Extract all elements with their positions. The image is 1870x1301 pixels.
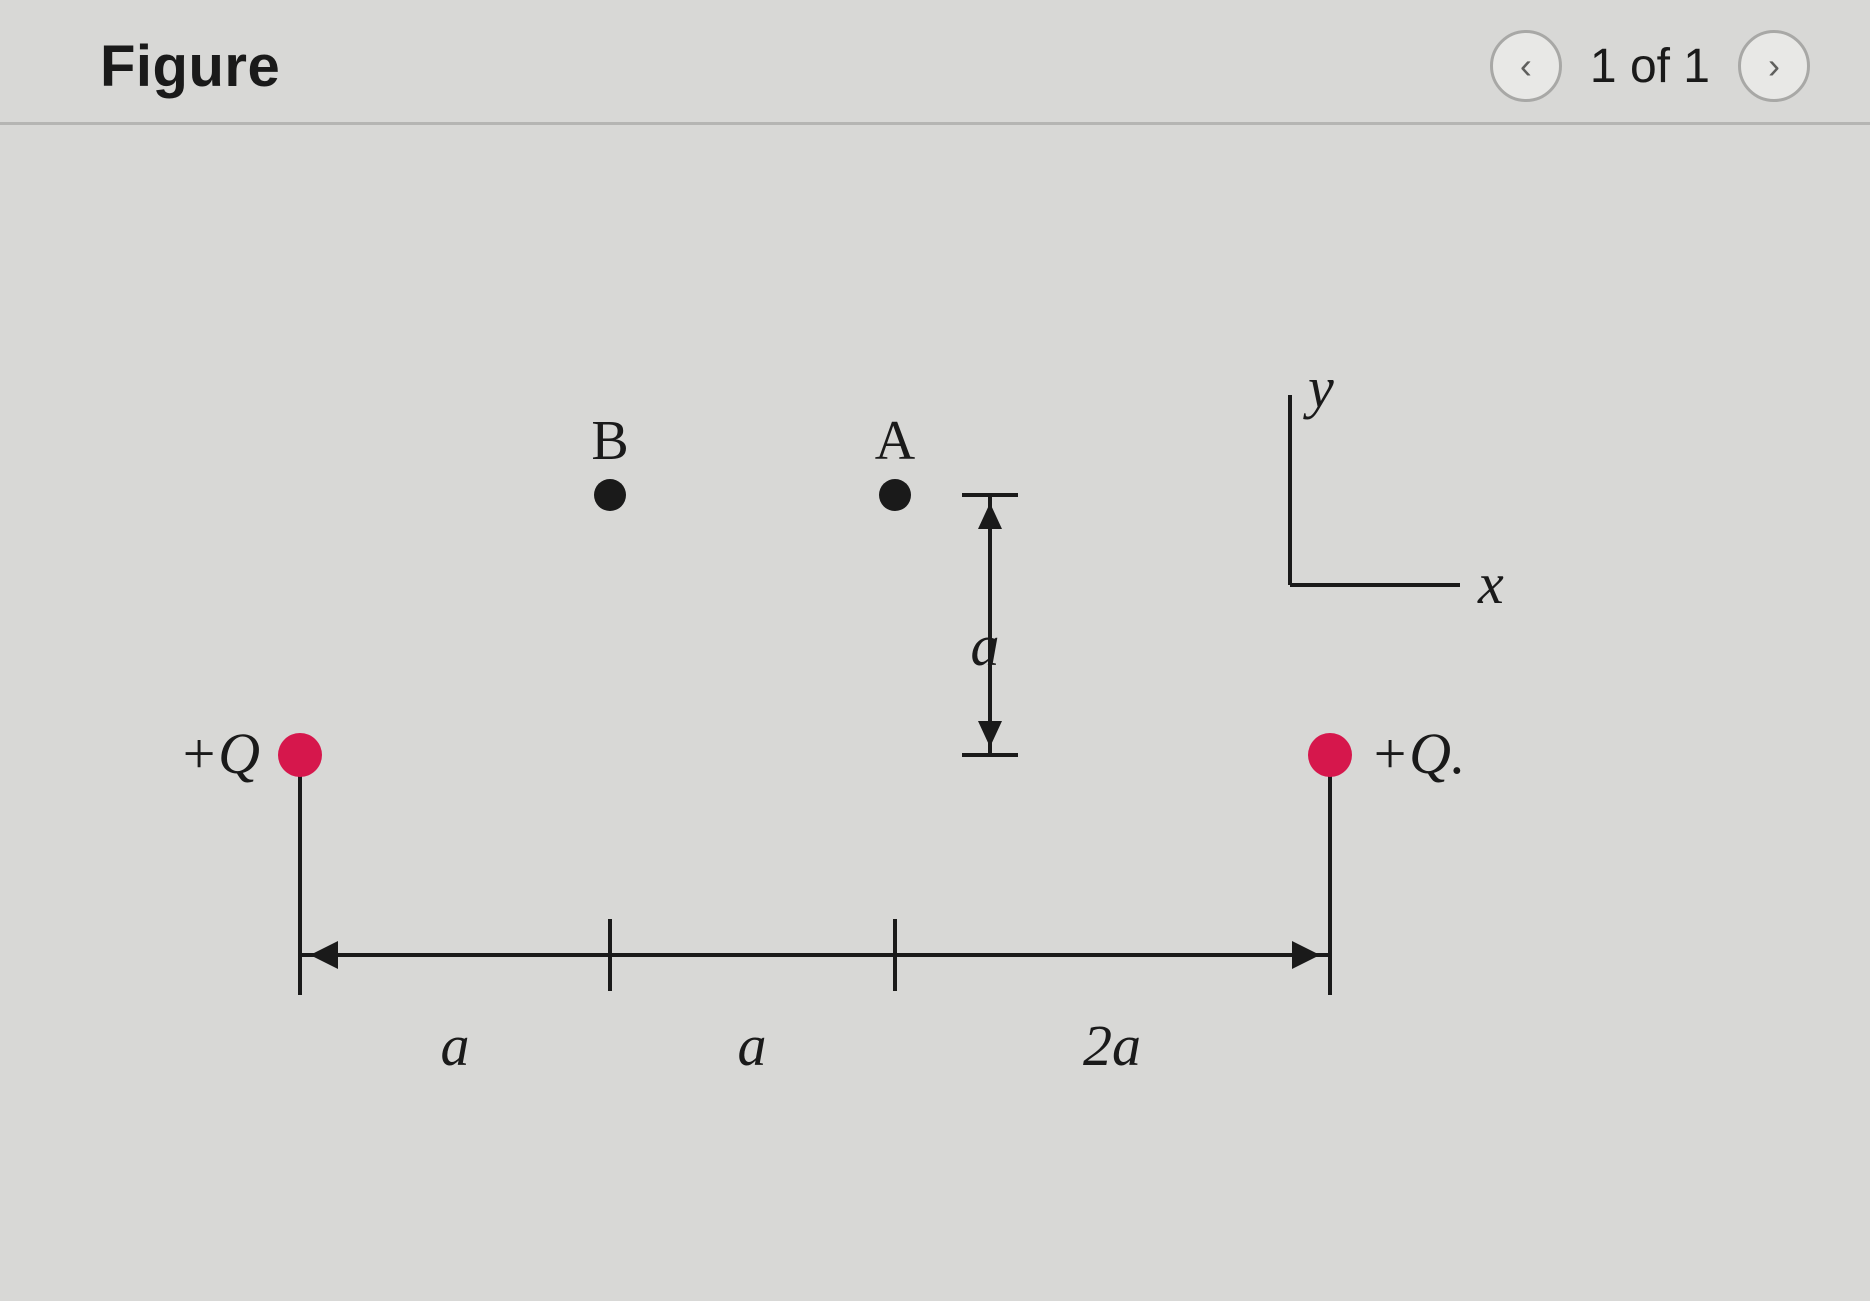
next-button[interactable]: ›: [1738, 30, 1810, 102]
prev-button[interactable]: ‹: [1490, 30, 1562, 102]
figure-title: Figure: [100, 33, 280, 100]
svg-text:B: B: [591, 410, 628, 472]
chevron-right-icon: ›: [1768, 45, 1780, 87]
diagram: y x a a 2a a A B +Q +Q.: [0, 125, 1870, 1275]
figure-pager: ‹ 1 of 1 ›: [1490, 30, 1810, 102]
diagram-svg: y x a a 2a a A B +Q +Q.: [0, 125, 1870, 1275]
svg-text:2a: 2a: [1083, 1013, 1141, 1078]
svg-text:a: a: [738, 1013, 767, 1078]
chevron-left-icon: ‹: [1520, 45, 1532, 87]
svg-text:y: y: [1303, 355, 1334, 420]
svg-text:A: A: [875, 410, 916, 472]
svg-text:x: x: [1477, 551, 1504, 616]
svg-text:a: a: [441, 1013, 470, 1078]
svg-text:+Q.: +Q.: [1370, 721, 1466, 786]
figure-header: Figure ‹ 1 of 1 ›: [0, 0, 1870, 125]
svg-text:a: a: [971, 613, 1000, 678]
svg-text:+Q: +Q: [179, 721, 260, 786]
pager-label: 1 of 1: [1590, 39, 1710, 94]
